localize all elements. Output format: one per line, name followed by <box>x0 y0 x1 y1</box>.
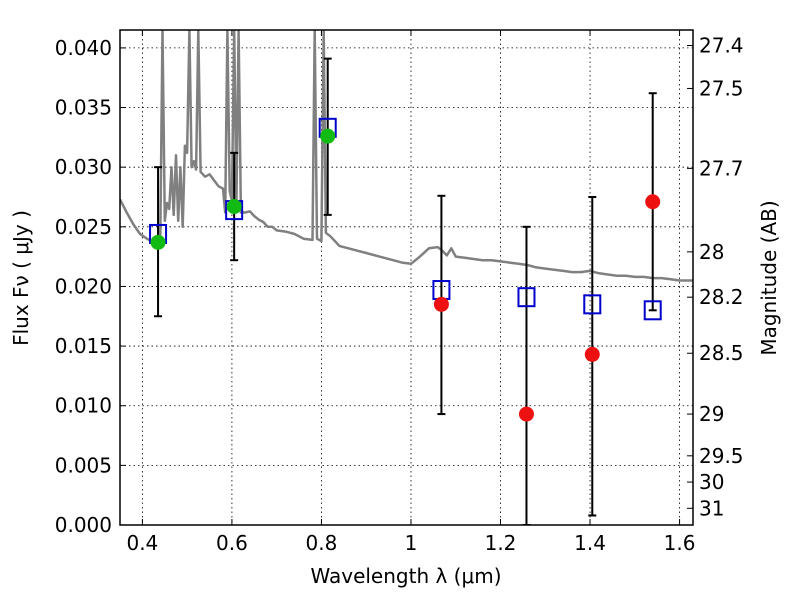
y-tick-label: 0.015 <box>55 334 112 358</box>
y-tick-labels: 0.000 0.005 0.010 0.015 0.020 0.025 0.030 0.035… <box>55 36 112 537</box>
right-tick-label: 28 <box>699 240 724 264</box>
x-axis-label: Wavelength λ (μm) <box>310 564 501 588</box>
right-tick-label: 27.5 <box>699 76 744 100</box>
y-axis-label-left: Flux Fν ( μJy ) <box>9 210 33 346</box>
right-tick-label: 28.5 <box>699 341 744 365</box>
model-square-marker <box>517 287 536 308</box>
y-tick-label: 0.030 <box>55 155 112 179</box>
x-tick-label: 0.4 <box>126 531 158 555</box>
data-circle-marker <box>518 406 534 422</box>
right-tick-label: 29 <box>699 402 724 426</box>
data-markers <box>149 117 662 422</box>
right-tick-label: 28.2 <box>699 285 744 309</box>
data-circle-marker <box>150 234 166 250</box>
right-tick-label: 31 <box>699 496 724 520</box>
x-tick-label: 1 <box>405 531 418 555</box>
axis-ticks <box>120 30 693 526</box>
right-tick-label: 27.7 <box>699 156 744 180</box>
x-tick-label: 1.2 <box>485 531 517 555</box>
y-tick-label: 0.010 <box>55 394 112 418</box>
data-circle-marker <box>320 128 336 144</box>
x-tick-label: 1.6 <box>664 531 696 555</box>
right-tick-label: 29.5 <box>699 444 744 468</box>
data-circle-marker <box>226 199 242 215</box>
y-tick-label: 0.005 <box>55 453 112 477</box>
y-tick-label: 0.040 <box>55 36 112 60</box>
y-axis-label-right: Magnitude (AB) <box>757 200 781 355</box>
data-circle-marker <box>433 296 449 312</box>
plot-background <box>120 30 693 525</box>
y-tick-label: 0.035 <box>55 96 112 120</box>
data-circle-marker <box>584 346 600 362</box>
x-tick-label: 1.4 <box>574 531 606 555</box>
y-tick-label: 0.020 <box>55 274 112 298</box>
x-tick-labels: 0.4 0.6 0.8 1 1.2 1.4 1.6 <box>126 531 695 555</box>
x-tick-label: 0.8 <box>306 531 338 555</box>
y-tick-label: 0.000 <box>55 513 112 537</box>
model-square-marker <box>643 300 662 321</box>
model-square-marker <box>583 294 602 315</box>
plot-frame <box>119 29 694 526</box>
right-tick-label: 30 <box>699 470 724 494</box>
y-tick-label: 0.025 <box>55 215 112 239</box>
sed-curve <box>120 30 693 282</box>
sed-curve-layer <box>120 30 693 282</box>
x-tick-label: 0.6 <box>216 531 248 555</box>
right-tick-label: 27.4 <box>699 34 744 58</box>
data-circle-marker <box>645 194 661 210</box>
